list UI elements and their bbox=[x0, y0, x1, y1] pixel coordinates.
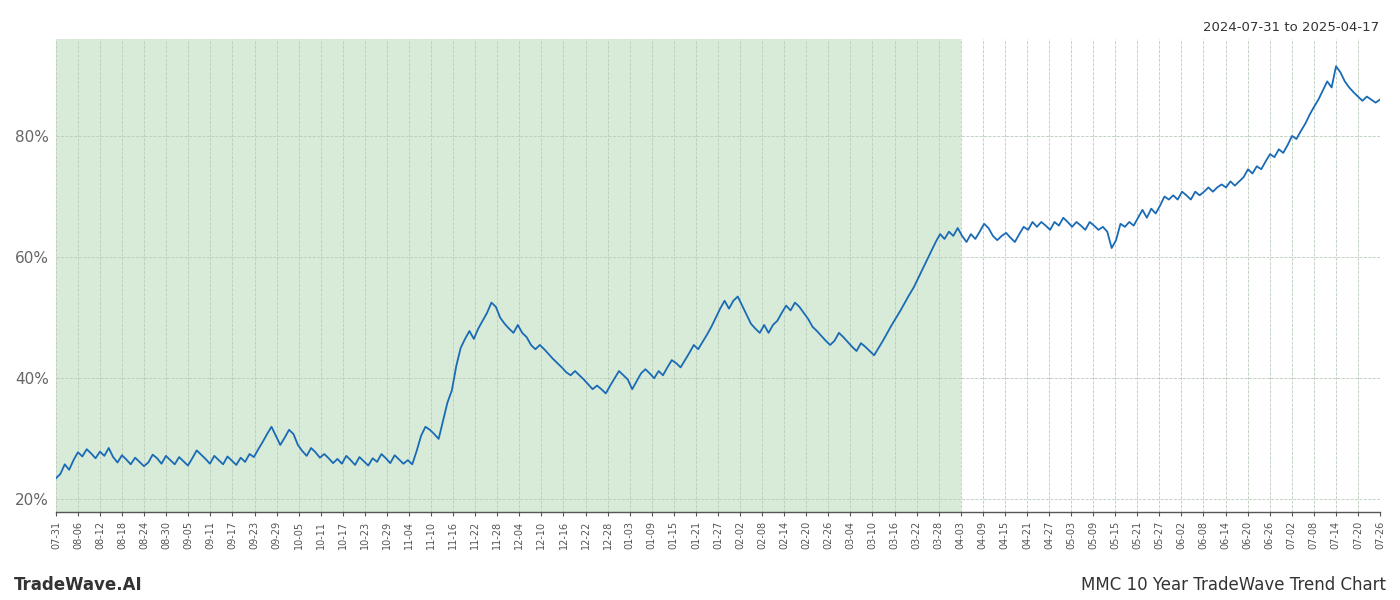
Text: TradeWave.AI: TradeWave.AI bbox=[14, 576, 143, 594]
Text: 2024-07-31 to 2025-04-17: 2024-07-31 to 2025-04-17 bbox=[1203, 21, 1379, 34]
Bar bbox=[56, 39, 960, 512]
Text: MMC 10 Year TradeWave Trend Chart: MMC 10 Year TradeWave Trend Chart bbox=[1081, 576, 1386, 594]
